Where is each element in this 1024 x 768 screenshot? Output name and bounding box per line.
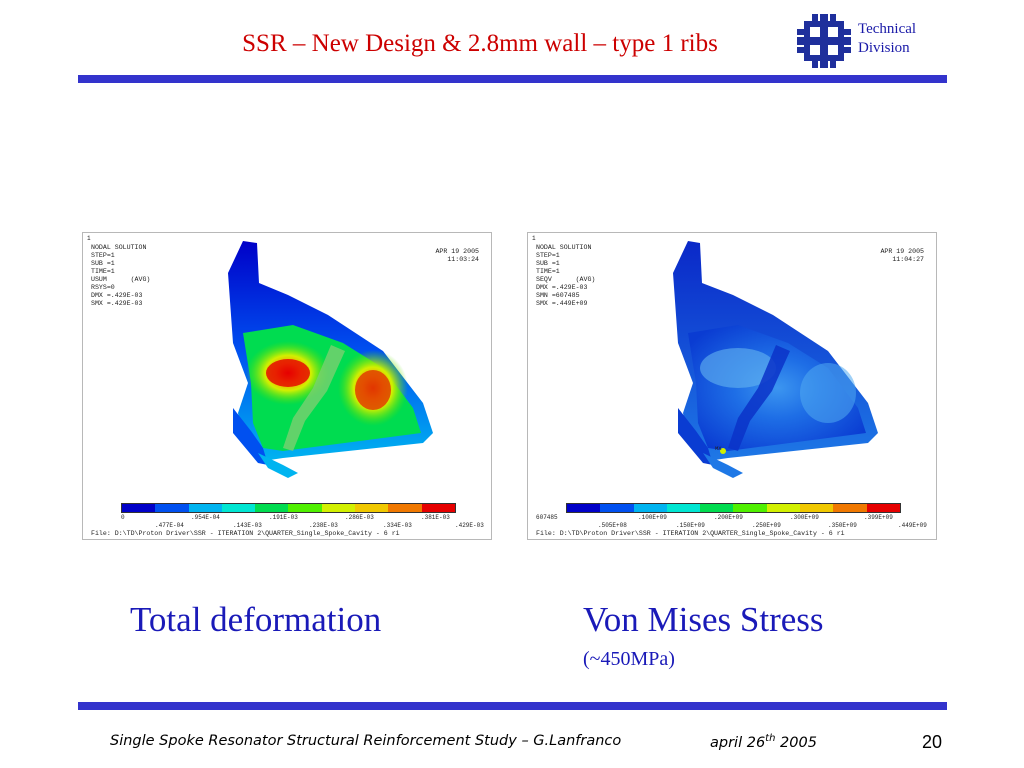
deformation-plot: 1 NODAL SOLUTION STEP=1 SUB =1 TIME=1 US… <box>82 232 492 540</box>
colorbar-tick: .200E+09 <box>714 514 743 521</box>
colorbar-swatch <box>355 504 389 512</box>
colorbar-tick: .286E-03 <box>345 514 374 521</box>
corner-mark: 1 <box>87 235 91 242</box>
nodal-solution-info: NODAL SOLUTION STEP=1 SUB =1 TIME=1 SEQV… <box>536 244 596 307</box>
colorbar-tick: .250E+09 <box>752 522 781 529</box>
colorbar-tick: .334E-03 <box>383 522 412 529</box>
colorbar-swatch <box>633 504 667 512</box>
file-path: File: D:\TD\Proton Driver\SSR - ITERATIO… <box>536 530 845 537</box>
stress-colorbar <box>566 503 901 513</box>
colorbar-swatch <box>421 504 455 512</box>
deformation-colorbar <box>121 503 456 513</box>
colorbar-swatch <box>388 504 422 512</box>
footer-date-sup: th <box>765 733 776 744</box>
colorbar-swatch <box>600 504 634 512</box>
footer-date-year: 2005 <box>775 734 817 751</box>
min-marker-label: MN <box>813 321 820 328</box>
footer-rule <box>78 702 947 710</box>
logo-text-technical: Technical <box>858 21 917 37</box>
colorbar-tick: .954E-04 <box>191 514 220 521</box>
colorbar-swatch <box>833 504 867 512</box>
footer-date: april 26th 2005 <box>710 733 817 751</box>
colorbar-swatch <box>866 504 900 512</box>
colorbar-tick: .150E+09 <box>676 522 705 529</box>
colorbar-tick: .429E-03 <box>455 522 484 529</box>
division-label: Technical Division <box>858 20 916 58</box>
colorbar-swatch <box>221 504 256 512</box>
colorbar-swatch <box>800 504 834 512</box>
logo-text-division: Division <box>858 40 910 56</box>
colorbar-tick: .381E-03 <box>421 514 450 521</box>
plot-timestamp: APR 19 2005 11:03:24 <box>435 248 479 263</box>
footer-date-main: april 26 <box>710 734 766 751</box>
caption-von-mises: Von Mises Stress <box>583 600 824 639</box>
footer-text: Single Spoke Resonator Structural Reinfo… <box>110 733 622 749</box>
colorbar-swatch <box>567 504 601 512</box>
colorbar-swatch <box>155 504 189 512</box>
slide-title: SSR – New Design & 2.8mm wall – type 1 r… <box>242 30 718 57</box>
colorbar-swatch <box>321 504 356 512</box>
plot-timestamp: APR 19 2005 11:04:27 <box>880 248 924 263</box>
nodal-solution-info: NODAL SOLUTION STEP=1 SUB =1 TIME=1 USUM… <box>91 244 151 307</box>
colorbar-swatch <box>255 504 289 512</box>
fermilab-logo-icon <box>797 14 851 68</box>
colorbar-swatch <box>766 504 801 512</box>
colorbar-tick: 607485 <box>536 514 558 521</box>
colorbar-tick: .238E-03 <box>309 522 338 529</box>
colorbar-swatch <box>188 504 222 512</box>
colorbar-tick: .143E-03 <box>233 522 262 529</box>
colorbar-tick: .449E+09 <box>898 522 927 529</box>
von-mises-contour-image <box>673 241 878 478</box>
colorbar-swatch <box>666 504 701 512</box>
colorbar-tick: .191E-03 <box>269 514 298 521</box>
colorbar-tick: .477E-04 <box>155 522 184 529</box>
header-rule <box>78 75 947 83</box>
colorbar-tick: .350E+09 <box>828 522 857 529</box>
file-path: File: D:\TD\Proton Driver\SSR - ITERATIO… <box>91 530 400 537</box>
von-mises-plot: 1 NODAL SOLUTION STEP=1 SUB =1 TIME=1 SE… <box>527 232 937 540</box>
caption-stress-value: (~450MPa) <box>583 648 675 670</box>
colorbar-swatch <box>733 504 767 512</box>
colorbar-tick: .100E+09 <box>638 514 667 521</box>
max-marker-label: MX <box>715 445 722 452</box>
colorbar-tick: .399E+09 <box>864 514 893 521</box>
colorbar-tick: 0 <box>121 514 125 521</box>
deformation-contour-image <box>228 241 433 478</box>
page-number: 20 <box>922 732 943 752</box>
colorbar-tick: .505E+08 <box>598 522 627 529</box>
colorbar-tick: .300E+09 <box>790 514 819 521</box>
colorbar-swatch <box>122 504 156 512</box>
corner-mark: 1 <box>532 235 536 242</box>
caption-total-deformation: Total deformation <box>130 600 382 639</box>
colorbar-swatch <box>288 504 322 512</box>
colorbar-swatch <box>700 504 734 512</box>
